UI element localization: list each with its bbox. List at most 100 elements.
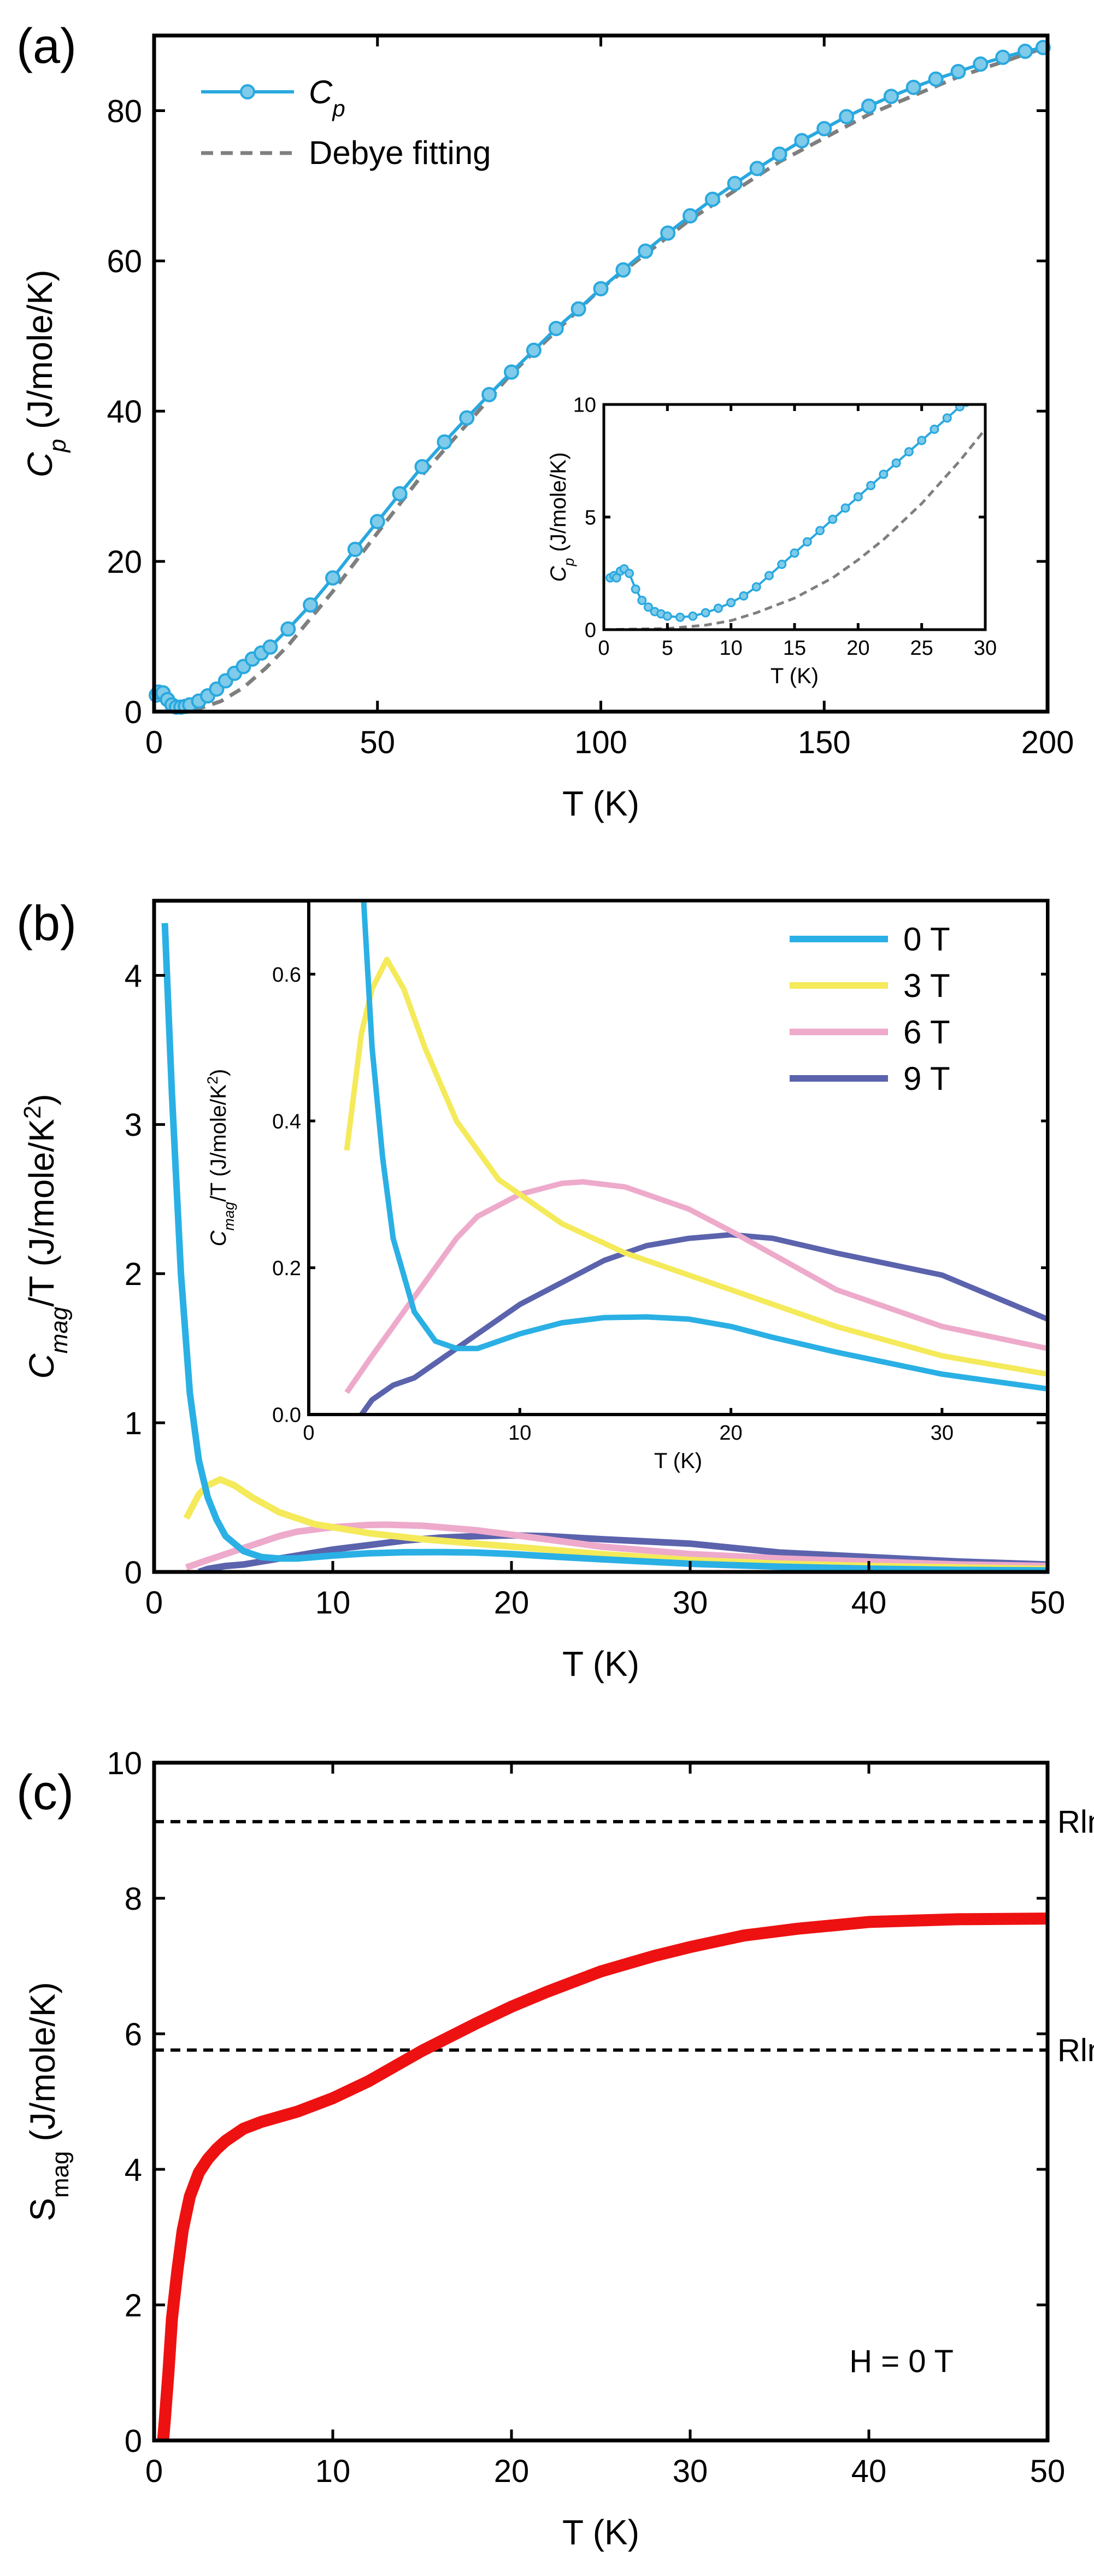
x-axis-label: T (K) — [562, 784, 639, 823]
y-tick-label: 0.4 — [272, 1111, 301, 1134]
x-tick-label: 30 — [931, 1422, 954, 1445]
y-tick-label: 0 — [585, 619, 596, 642]
inset-cp-point — [930, 424, 939, 434]
y-tick-label: 2 — [125, 2288, 142, 2323]
inset-series-0-line — [361, 901, 1048, 1392]
cp-point — [905, 79, 921, 95]
x-tick-label: 15 — [783, 637, 806, 660]
cp-point — [504, 364, 519, 380]
legend-cp-marker — [240, 84, 255, 99]
cp-point — [369, 514, 385, 530]
cp-point — [526, 342, 542, 358]
inset-series-3-line — [359, 1232, 1048, 1415]
inset-cp-point — [713, 603, 723, 613]
x-tick-label: 100 — [574, 725, 627, 760]
cp-point — [839, 109, 855, 125]
cp-point — [347, 542, 363, 558]
y-tick-label: 0 — [125, 1555, 142, 1591]
inset-cp-point — [942, 413, 952, 423]
x-tick-label: 50 — [1030, 2454, 1066, 2489]
cp-point — [727, 175, 743, 191]
inset-cp-point — [815, 526, 825, 536]
inset-cp-point — [701, 608, 710, 618]
x-tick-label: 20 — [494, 2454, 530, 2489]
y-tick-label: 4 — [125, 2152, 142, 2188]
y-tick-label: 0 — [125, 2424, 142, 2459]
x-tick-label: 0 — [145, 725, 163, 760]
cp-point — [794, 133, 810, 149]
cp-point — [704, 191, 720, 207]
y-tick-label: 60 — [107, 244, 142, 279]
y-tick-label: 6 — [125, 2017, 142, 2052]
chart-c-main: Rln3 Rln2 0 10 20 30 40 50 0 2 4 6 8 10 T (K) Smag (J/m… — [23, 1746, 1094, 2552]
chart-b-inset: 0 10 20 30 0.0 0.2 0.4 0.6 T (K) Cmag/T (J/mole/K… — [204, 899, 1049, 1473]
x-tick-label: 150 — [798, 725, 851, 760]
y-axis-label: Cp (J/mole/K) — [546, 452, 577, 582]
inset-cp-point — [828, 514, 838, 524]
y-tick-label: 2 — [125, 1257, 142, 1292]
panel-label-c: (c) — [16, 1765, 74, 1820]
y-tick-label: 40 — [107, 394, 142, 430]
x-tick-label: 20 — [719, 1422, 742, 1445]
x-tick-label: 30 — [974, 637, 997, 660]
cp-point — [262, 639, 278, 655]
legend-label-0: 0 T — [903, 921, 950, 958]
y-axis-label: Cmag/T (J/mole/K2) — [19, 1094, 73, 1378]
y-tick-label: 0.0 — [272, 1404, 301, 1427]
inset-cp-point — [853, 492, 863, 502]
cp-point — [928, 71, 944, 87]
legend-label-2: 6 T — [903, 1014, 950, 1051]
inset-plot-area — [604, 404, 985, 630]
cp-point — [615, 262, 631, 278]
x-tick-label: 5 — [662, 637, 673, 660]
inset-cp-point — [688, 611, 698, 621]
y-tick-label: 10 — [573, 394, 596, 417]
legend-label-1: 3 T — [903, 967, 950, 1004]
inset-cp-point — [764, 571, 774, 580]
x-tick-label: 50 — [360, 725, 395, 760]
y-tick-label: 1 — [125, 1406, 142, 1441]
inset-cp-point — [726, 598, 736, 608]
x-tick-label: 10 — [508, 1422, 531, 1445]
x-axis-label: T (K) — [562, 2513, 639, 2552]
inset-cp-point — [631, 584, 640, 594]
inset-cp-point — [777, 560, 787, 570]
x-tick-label: 50 — [1030, 1585, 1066, 1621]
y-tick-label: 10 — [107, 1746, 142, 1781]
y-tick-label: 5 — [585, 507, 596, 530]
cp-point — [683, 208, 698, 224]
y-tick-label: 20 — [107, 544, 142, 580]
inset-cp-point — [904, 447, 914, 457]
hline-label-1: Rln2 — [1057, 2033, 1094, 2068]
cp-point — [414, 459, 430, 474]
x-tick-label: 10 — [720, 637, 743, 660]
y-axis-label: Smag (J/mole/K) — [23, 1982, 74, 2221]
cp-point — [861, 98, 877, 114]
inset-cp-point — [625, 568, 634, 578]
cp-point — [481, 386, 497, 402]
legend-debye-label: Debye fitting — [309, 134, 491, 171]
cp-point — [973, 56, 989, 72]
inset-cp-point — [643, 602, 653, 612]
cp-point — [772, 146, 787, 162]
x-tick-label: 10 — [315, 1585, 351, 1621]
inset-plot-area — [309, 901, 1048, 1415]
inset-cp-point — [891, 458, 901, 468]
legend-cp-label: Cp — [309, 74, 345, 121]
panel-label-a: (a) — [16, 19, 77, 74]
x-tick-label: 0 — [145, 2454, 163, 2489]
cp-point — [392, 486, 408, 502]
y-tick-label: 0.6 — [272, 964, 301, 987]
x-tick-label: 200 — [1021, 725, 1074, 760]
x-axis-label: T (K) — [654, 1449, 702, 1473]
x-tick-label: 20 — [494, 1585, 530, 1621]
y-tick-label: 0.2 — [272, 1257, 301, 1280]
inset-cp-point — [840, 503, 850, 513]
cp-point — [325, 570, 340, 586]
x-tick-label: 25 — [910, 637, 933, 660]
x-axis-label: T (K) — [562, 1644, 639, 1683]
y-axis-label: Cmag/T (J/mole/K2) — [204, 1069, 237, 1247]
field-annotation: H = 0 T — [849, 2344, 954, 2379]
inset-debye-line — [604, 428, 985, 630]
inset-cp-point — [675, 612, 685, 622]
